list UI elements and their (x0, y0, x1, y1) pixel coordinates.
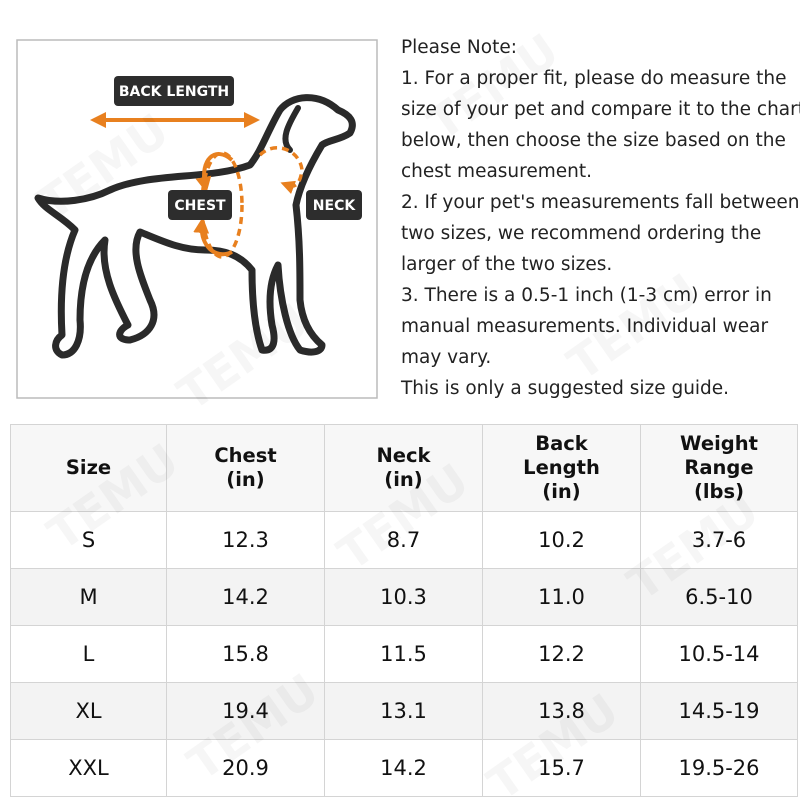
header-text: (in) (384, 468, 423, 491)
label-bg (168, 190, 232, 220)
header-text: (lbs) (693, 480, 745, 503)
header-text: Neck (376, 444, 431, 467)
notes: Please Note: 1. For a proper fit, please … (401, 34, 800, 406)
size-table: Size Chest (in) Neck (in) Back Length (in) Weigh… (10, 424, 798, 797)
table-cell: 3.7-6 (640, 511, 798, 569)
table-row: L 15.8 11.5 12.2 10.5-14 (10, 625, 798, 683)
table-row: S 12.3 8.7 10.2 3.7-6 (10, 511, 798, 569)
neck-label: NECK (313, 198, 357, 214)
header-text: Weight (680, 432, 758, 455)
note-line: two sizes, we recommend ordering the (401, 223, 762, 244)
table-cell: 10.3 (324, 568, 483, 626)
header-row: Size Chest (in) Neck (in) Back Length (in) Weigh… (10, 424, 798, 512)
note-line: chest measurement. (401, 161, 592, 182)
back-length-label: BACK LENGTH (119, 84, 229, 100)
header-text: (in) (542, 480, 581, 503)
header-cell: Back Length (in) (482, 424, 641, 512)
table-cell: 12.3 (166, 511, 325, 569)
table-cell: 10.5-14 (640, 625, 798, 683)
table-cell: 14.2 (324, 739, 483, 797)
note-line: 3. There is a 0.5-1 inch (1-3 cm) error … (401, 285, 772, 306)
note-line: may vary. (401, 347, 492, 368)
header-text: Back (535, 432, 588, 455)
chest-arrow (193, 217, 233, 256)
header-cell: Chest (in) (166, 424, 325, 512)
table-row: XXL 20.9 14.2 15.7 19.5-26 (10, 739, 798, 797)
note-line: 1. For a proper fit, please do measure t… (401, 68, 787, 89)
table-cell: 19.5-26 (640, 739, 798, 797)
header-cell: Size (10, 424, 167, 512)
header-text: Range (684, 456, 754, 479)
note-line: below, then choose the size based on the (401, 130, 786, 151)
table-row: XL 19.4 13.1 13.8 14.5-19 (10, 682, 798, 740)
table-row: M 14.2 10.3 11.0 6.5-10 (10, 568, 798, 626)
label-bg (114, 76, 234, 106)
header-cell: Weight Range (lbs) (640, 424, 798, 512)
chest-arrow (195, 152, 234, 193)
table-cell: 6.5-10 (640, 568, 798, 626)
header-text: Size (65, 456, 112, 479)
note-line: This is only a suggested size guide. (401, 378, 730, 399)
header-text: (in) (226, 468, 265, 491)
table-cell: 15.8 (166, 625, 325, 683)
label-bg (306, 190, 362, 220)
note-line: larger of the two sizes. (401, 254, 613, 275)
table-cell: 15.7 (482, 739, 641, 797)
table-cell: 11.5 (324, 625, 483, 683)
table-cell: 13.1 (324, 682, 483, 740)
header-cell: Neck (in) (324, 424, 483, 512)
header-text: Length (523, 456, 600, 479)
table-cell: 12.2 (482, 625, 641, 683)
table-cell: S (10, 511, 167, 569)
chest-loop (200, 151, 244, 259)
note-line: Please Note: (401, 37, 517, 58)
table-cell: 14.2 (166, 568, 325, 626)
table-cell: 10.2 (482, 511, 641, 569)
neck-loop (258, 146, 304, 195)
table-cell: 19.4 (166, 682, 325, 740)
note-line: size of your pet and compare it to the c… (401, 99, 800, 120)
table-cell: 13.8 (482, 682, 641, 740)
note-line: manual measurements. Individual wear (401, 316, 769, 337)
header-text: Chest (214, 444, 277, 467)
dog-ear (282, 105, 301, 153)
chest-label: CHEST (174, 198, 226, 214)
dog-outline (34, 94, 356, 359)
note-line: 2. If your pet's measurements fall betwe… (401, 192, 800, 213)
table-cell: 14.5-19 (640, 682, 798, 740)
table-cell: L (10, 625, 167, 683)
table-cell: 11.0 (482, 568, 641, 626)
table-cell: XL (10, 682, 167, 740)
table-cell: M (10, 568, 167, 626)
table-cell: 20.9 (166, 739, 325, 797)
dog-diagram: BACK LENGTH CHEST NECK (16, 39, 378, 399)
table-cell: XXL (10, 739, 167, 797)
table-cell: 8.7 (324, 511, 483, 569)
